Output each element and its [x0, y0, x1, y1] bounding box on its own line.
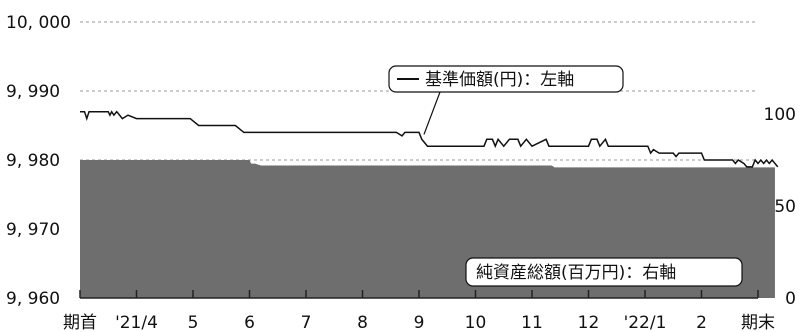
net-assets-label-box [465, 257, 743, 287]
x-tick-label: 6 [244, 313, 255, 332]
net-assets-label-text: 純資産総額(百万円)：右軸 [476, 263, 676, 283]
x-tick-label: 12 [578, 313, 600, 332]
x-tick-label: '22/1 [624, 313, 667, 332]
left-tick-label: 9, 990 [6, 82, 60, 102]
x-tick-label: 10 [465, 313, 487, 332]
x-tick-label: 期首 [63, 313, 97, 332]
left-tick-label: 10, 000 [6, 13, 71, 33]
x-tick-label: '21/4 [115, 313, 158, 332]
right-tick-label: 0 [785, 289, 796, 309]
x-tick-label: 期末 [741, 313, 775, 332]
right-tick-label: 100 [764, 105, 796, 125]
nav-label-text: 基準価額(円)：左軸 [425, 70, 574, 90]
left-tick-label: 9, 970 [6, 220, 60, 240]
x-tick-label: 5 [188, 313, 199, 332]
left-tick-label: 9, 960 [6, 289, 60, 309]
nav-line [80, 110, 779, 168]
x-tick-label: 11 [521, 313, 543, 332]
x-tick-label: 2 [696, 313, 707, 332]
right-tick-label: 50 [774, 197, 796, 217]
x-tick-label: 8 [357, 313, 368, 332]
nav-leader-line [423, 91, 441, 135]
nav-label-box [388, 65, 624, 93]
left-tick-label: 9, 980 [6, 151, 60, 171]
x-tick-label: 7 [301, 313, 312, 332]
x-tick-label: 9 [414, 313, 425, 332]
